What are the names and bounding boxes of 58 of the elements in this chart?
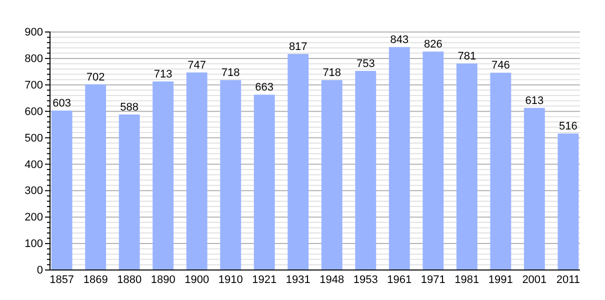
y-tick-label: 500 [24,132,43,144]
y-tick-label: 0 [36,264,43,277]
y-tick-label: 200 [24,212,43,224]
data-label: 817 [288,40,308,53]
bar [388,47,410,270]
x-tick-label: 1953 [353,274,378,286]
data-label: 702 [86,71,105,84]
data-label: 718 [221,67,240,80]
x-tick-label: 1981 [454,274,480,286]
bar [85,84,106,270]
data-label: 753 [356,58,375,70]
x-tick-label: 1857 [50,274,74,286]
data-label: 718 [322,67,342,80]
x-tick-label: 1900 [184,274,210,286]
x-tick-label: 1971 [420,274,446,286]
data-label: 603 [52,98,71,110]
bar [288,54,309,270]
y-tick-label: 900 [24,26,43,39]
bar [524,108,545,270]
data-label: 843 [390,34,409,46]
y-tick-label: 600 [24,106,43,118]
x-tick-label: 1890 [150,274,176,286]
data-label: 588 [120,102,139,114]
bar [220,80,242,270]
data-label: 746 [491,60,510,72]
data-label: 713 [154,68,172,80]
data-label: 663 [255,82,274,94]
bar [558,134,579,270]
bar [422,52,444,270]
data-label: 613 [525,94,544,107]
data-label: 747 [188,59,206,72]
bar [254,94,275,270]
bar [355,70,376,270]
bar [456,63,478,270]
data-label: 826 [424,38,442,51]
x-tick-label: 1931 [286,274,310,286]
bar [118,114,140,270]
y-tick-label: 700 [24,79,43,92]
x-tick-label: 1880 [117,274,142,286]
x-tick-label: 1948 [320,274,344,286]
y-tick-label: 100 [24,238,43,250]
bar [490,72,512,270]
data-label: 781 [458,50,476,62]
x-tick-label: 1910 [218,274,243,286]
data-label: 516 [559,120,578,133]
x-tick-label: 2011 [556,274,580,286]
x-tick-label: 1991 [488,274,513,286]
bar [321,80,342,270]
x-tick-label: 1921 [252,274,277,286]
x-tick-label: 1869 [83,274,108,286]
y-tick-label: 400 [24,158,43,171]
x-tick-label: 2001 [522,274,547,286]
y-tick-label: 800 [24,52,43,65]
y-tick-label: 300 [24,185,43,198]
bar [152,81,174,270]
bar [51,110,72,270]
x-tick-label: 1961 [387,274,412,286]
bar [186,72,208,270]
